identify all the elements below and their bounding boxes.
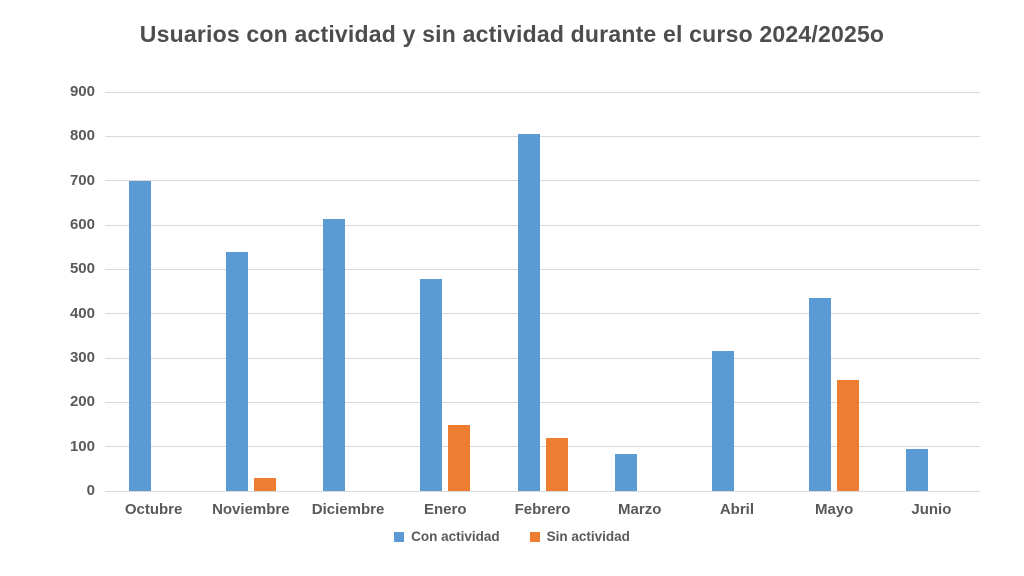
x-axis-label-octubre: Octubre — [124, 501, 183, 518]
chart-title: Usuarios con actividad y sin actividad d… — [139, 21, 885, 47]
gridline-600 — [105, 224, 980, 226]
y-axis-tick-700: 700 — [69, 171, 95, 189]
gridline-800 — [105, 135, 980, 137]
bar-con-actividad-enero — [420, 279, 443, 491]
x-axis-label-mayo: Mayo — [814, 501, 854, 518]
gridline-400 — [105, 313, 980, 315]
bar-sin-actividad-mayo — [837, 380, 860, 491]
y-axis-tick-400: 400 — [69, 304, 95, 322]
gridline-900 — [105, 91, 980, 93]
bar-con-actividad-abril — [711, 350, 734, 491]
x-axis-label-abril: Abril — [719, 501, 755, 518]
bar-con-actividad-febrero — [517, 134, 540, 491]
gridline-200 — [105, 401, 980, 403]
y-axis-tick-800: 800 — [69, 127, 95, 145]
legend-swatch-icon — [394, 531, 405, 542]
x-axis-label-enero: Enero — [424, 501, 467, 518]
y-axis-tick-600: 600 — [69, 216, 95, 233]
x-axis-label-junio: Junio — [911, 501, 952, 518]
plot-area — [105, 91, 980, 492]
gridline-300 — [105, 357, 980, 359]
y-axis-tick-100: 100 — [69, 437, 95, 455]
gridline-100 — [105, 446, 980, 448]
bar-con-actividad-diciembre — [323, 219, 346, 491]
y-axis-tick-900: 900 — [69, 83, 95, 100]
y-axis-tick-500: 500 — [69, 260, 95, 278]
legend-label: Sin actividad — [546, 529, 630, 544]
gridline-500 — [105, 268, 980, 270]
legend-item-sin-actividad: Sin actividad — [529, 529, 630, 544]
y-axis-tick-300: 300 — [69, 349, 95, 366]
y-axis-tick-200: 200 — [69, 393, 95, 411]
chart-legend: Con actividad Sin actividad — [0, 529, 1024, 544]
bar-sin-actividad-febrero — [545, 437, 568, 491]
x-axis-label-diciembre: Diciembre — [311, 501, 385, 518]
gridline-0 — [105, 490, 980, 492]
bar-con-actividad-marzo — [614, 454, 637, 491]
bar-con-actividad-mayo — [809, 298, 832, 491]
bar-sin-actividad-enero — [448, 424, 471, 491]
bar-con-actividad-noviembre — [225, 251, 248, 491]
legend-swatch-icon — [529, 531, 540, 542]
bar-sin-actividad-noviembre — [253, 477, 276, 491]
legend-item-con-actividad: Con actividad — [394, 529, 500, 544]
x-axis-label-noviembre: Noviembre — [212, 501, 290, 518]
y-axis-tick-0: 0 — [86, 482, 95, 499]
x-axis-label-marzo: Marzo — [618, 501, 662, 518]
legend-label: Con actividad — [411, 529, 500, 544]
bar-con-actividad-octubre — [128, 180, 151, 491]
x-axis-label-febrero: Febrero — [514, 501, 571, 518]
bar-con-actividad-junio — [906, 448, 929, 491]
gridline-700 — [105, 180, 980, 182]
